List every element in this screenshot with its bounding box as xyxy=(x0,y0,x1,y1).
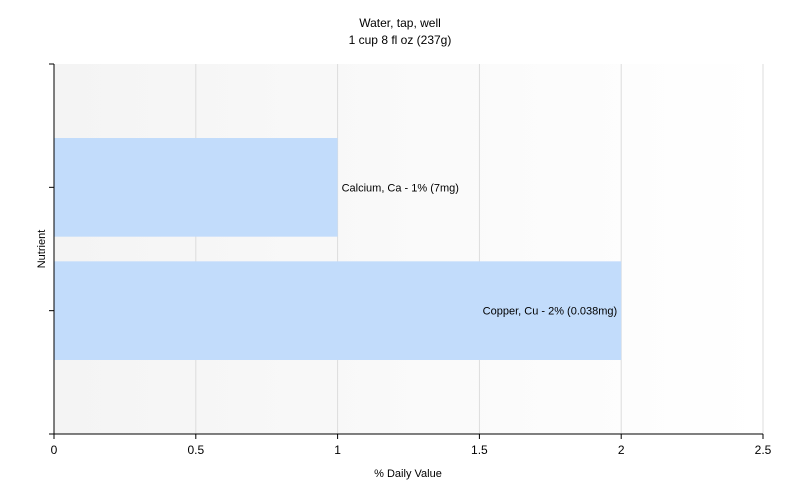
data-label: Copper, Cu - 2% (0.038mg) xyxy=(483,306,618,318)
data-labels: Calcium, Ca - 1% (7mg) Copper, Cu - 2% (0… xyxy=(342,182,618,317)
x-axis-label: % Daily Value xyxy=(374,468,442,480)
data-label: Calcium, Ca - 1% (7mg) xyxy=(342,182,459,194)
x-tick-label: 1.5 xyxy=(471,443,488,457)
plot-area xyxy=(54,64,763,434)
bar xyxy=(54,138,338,237)
x-ticks: 0 0.5 1 1.5 2 2.5 xyxy=(51,434,772,457)
chart-subtitle: 1 cup 8 fl oz (237g) xyxy=(349,33,452,47)
bar xyxy=(54,261,622,360)
x-tick-label: 1 xyxy=(334,443,341,457)
x-tick-label: 2 xyxy=(618,443,625,457)
x-tick-label: 2.5 xyxy=(755,443,772,457)
grid xyxy=(195,64,764,434)
chart-title: Water, tap, well xyxy=(359,16,441,30)
x-tick-label: 0.5 xyxy=(187,443,204,457)
y-axis-label: Nutrient xyxy=(36,230,48,269)
x-tick-label: 0 xyxy=(51,443,58,457)
bars xyxy=(54,138,622,360)
axes xyxy=(49,63,763,435)
